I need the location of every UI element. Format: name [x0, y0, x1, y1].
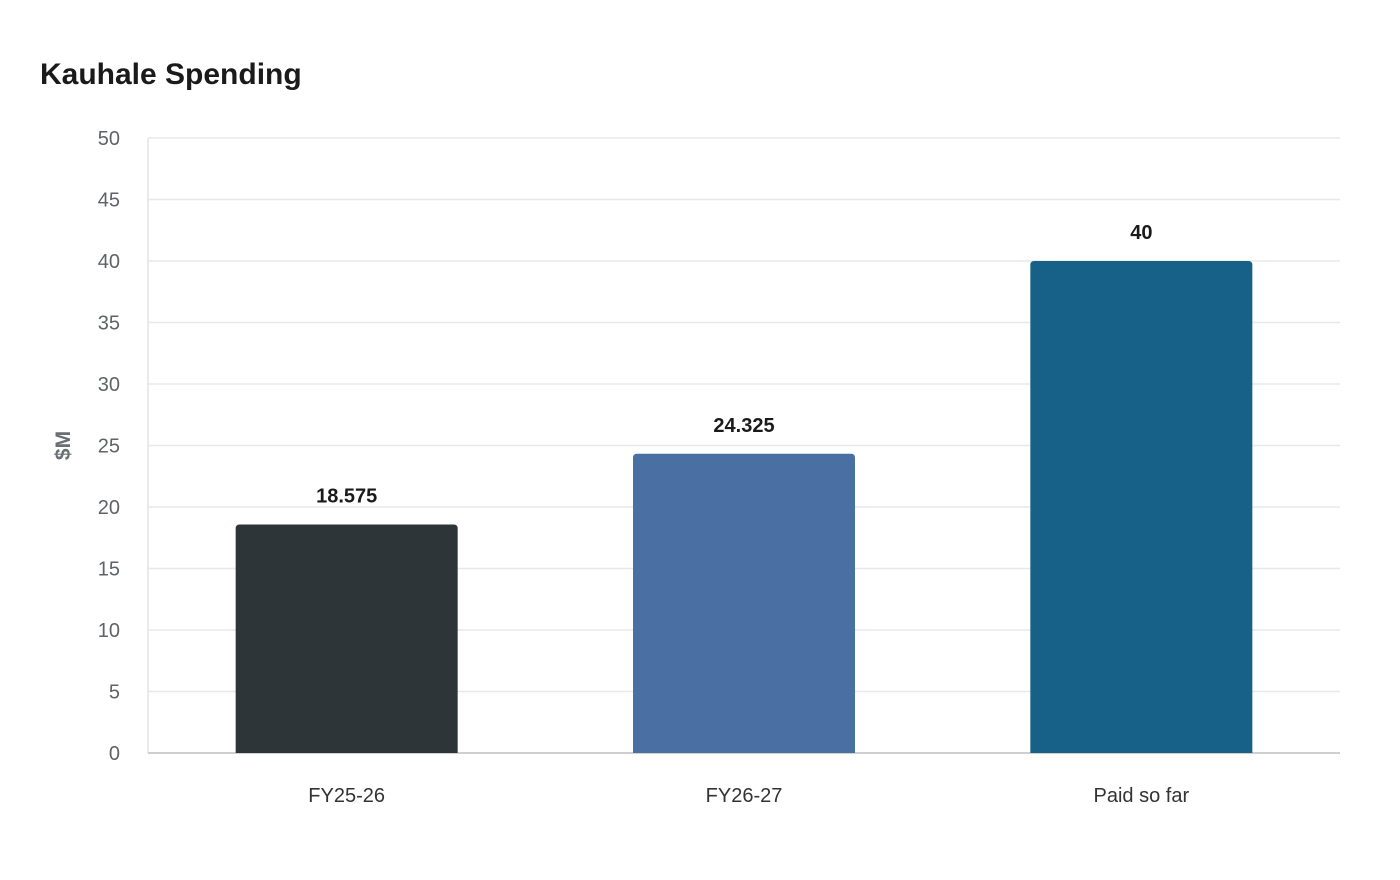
x-axis-categories: FY25-26 FY26-27 Paid so far	[308, 785, 1189, 807]
y-axis-ticks: 0 5 10 15 20 25 30 35 40 45 50	[98, 128, 120, 765]
bar-value-label: 40	[1130, 222, 1152, 244]
value-labels: 18.575 24.325 40	[316, 222, 1152, 508]
y-tick-label: 45	[98, 190, 120, 212]
y-tick-label: 10	[98, 620, 120, 642]
y-tick-label: 20	[98, 497, 120, 519]
y-tick-label: 0	[109, 743, 120, 765]
y-tick-label: 30	[98, 374, 120, 396]
y-tick-label: 25	[98, 436, 120, 458]
bar-value-label: 18.575	[316, 486, 377, 508]
chart-title: Kauhale Spending	[40, 58, 302, 91]
y-tick-label: 50	[98, 128, 120, 150]
bar-paid-so-far	[1030, 261, 1253, 753]
y-tick-label: 15	[98, 559, 120, 581]
bar-fy25-26	[235, 524, 458, 753]
x-category-label: FY25-26	[308, 785, 385, 807]
bar-value-label: 24.325	[713, 415, 774, 437]
x-category-label: FY26-27	[706, 785, 783, 807]
y-tick-label: 35	[98, 313, 120, 335]
x-category-label: Paid so far	[1094, 785, 1190, 807]
y-tick-label: 40	[98, 251, 120, 273]
bar-fy26-27	[633, 453, 855, 753]
y-tick-label: 5	[109, 682, 120, 704]
bars	[235, 261, 1253, 753]
y-axis-title: $M	[52, 431, 75, 460]
